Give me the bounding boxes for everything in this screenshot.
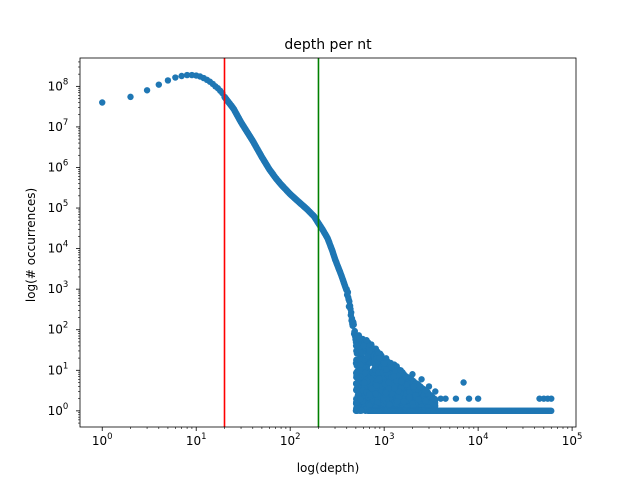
data-point bbox=[348, 309, 355, 316]
data-point bbox=[415, 395, 422, 403]
data-point bbox=[357, 361, 364, 368]
data-point bbox=[155, 81, 163, 88]
data-point bbox=[361, 379, 368, 386]
data-point bbox=[465, 395, 473, 402]
data-point bbox=[358, 407, 365, 414]
data-point bbox=[373, 381, 380, 389]
data-point bbox=[364, 352, 371, 360]
chart-title: depth per nt bbox=[284, 37, 372, 53]
data-point bbox=[474, 395, 482, 402]
data-point bbox=[437, 395, 444, 402]
data-point bbox=[391, 384, 398, 392]
data-point bbox=[380, 359, 388, 367]
data-point bbox=[548, 407, 555, 415]
data-point bbox=[351, 327, 358, 335]
data-point bbox=[383, 366, 390, 373]
data-point bbox=[375, 375, 383, 382]
data-point bbox=[375, 350, 382, 357]
data-point bbox=[376, 355, 383, 362]
x-axis-label: log(depth) bbox=[297, 461, 360, 475]
data-point bbox=[452, 395, 460, 402]
data-point bbox=[357, 396, 364, 403]
data-point bbox=[422, 397, 429, 404]
data-point bbox=[386, 401, 393, 408]
data-point bbox=[164, 77, 172, 84]
data-point bbox=[425, 383, 433, 390]
axes-frame bbox=[79, 57, 577, 428]
data-point bbox=[402, 372, 409, 380]
data-point bbox=[172, 74, 179, 81]
data-point bbox=[415, 382, 422, 390]
data-point bbox=[352, 342, 360, 349]
y-axis-label: log(# occurrences) bbox=[24, 188, 38, 302]
data-point bbox=[406, 389, 413, 396]
data-point bbox=[397, 367, 404, 374]
data-point bbox=[99, 99, 106, 106]
data-point bbox=[363, 337, 370, 344]
data-point bbox=[361, 369, 369, 377]
data-point bbox=[390, 372, 398, 380]
data-point bbox=[374, 399, 381, 407]
data-point bbox=[353, 400, 360, 407]
data-point bbox=[460, 379, 467, 386]
data-point bbox=[382, 389, 390, 397]
data-point bbox=[356, 335, 363, 342]
data-point bbox=[385, 379, 393, 386]
data-point bbox=[344, 288, 352, 296]
data-point bbox=[418, 376, 425, 383]
data-point bbox=[393, 398, 401, 405]
data-point bbox=[366, 347, 373, 355]
data-point bbox=[432, 388, 439, 395]
data-point bbox=[127, 93, 134, 101]
data-point bbox=[183, 71, 191, 79]
data-point bbox=[406, 393, 413, 401]
data-point bbox=[442, 395, 449, 402]
data-point bbox=[356, 356, 363, 363]
data-point bbox=[398, 378, 405, 385]
data-point bbox=[372, 390, 380, 398]
data-point bbox=[350, 321, 357, 328]
data-point bbox=[366, 402, 373, 409]
data-point bbox=[548, 395, 555, 402]
data-point bbox=[388, 390, 396, 397]
plot-layer bbox=[99, 58, 555, 427]
data-point bbox=[366, 391, 373, 398]
data-point bbox=[388, 363, 395, 371]
data-point bbox=[352, 369, 360, 377]
data-point bbox=[352, 380, 360, 388]
data-point bbox=[410, 383, 418, 390]
data-point bbox=[353, 386, 360, 393]
data-point bbox=[360, 342, 367, 350]
data-point bbox=[409, 371, 416, 378]
data-point bbox=[178, 72, 185, 80]
data-point bbox=[143, 87, 151, 94]
data-point bbox=[400, 398, 408, 405]
